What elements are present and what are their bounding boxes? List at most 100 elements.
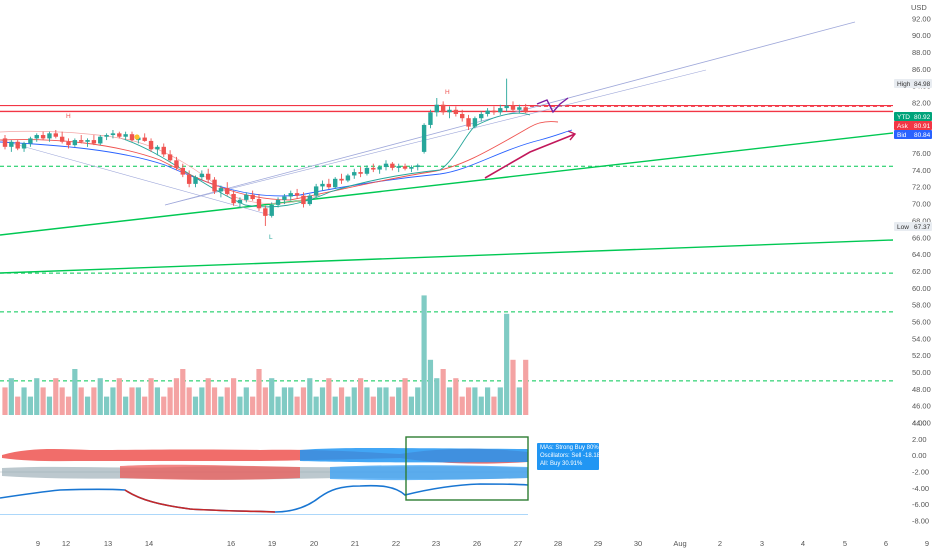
volume-bar (116, 378, 122, 415)
green-trendline-upper (0, 132, 894, 236)
volume-bar (497, 387, 503, 415)
price-tick: 44.00 (912, 419, 931, 428)
volume-bar (275, 396, 281, 415)
candle-body (180, 167, 185, 175)
ask-tag: Ask 80.91 (894, 121, 932, 130)
volume-bar (472, 387, 478, 415)
volume-bar (377, 387, 383, 415)
time-tick: 9 (925, 539, 929, 548)
technical-rating-box: MAs: Strong Buy 80% Oscillators: Sell -1… (537, 443, 606, 470)
price-tick: 82.00 (912, 99, 931, 108)
time-tick: 3 (760, 539, 764, 548)
volume-bar (205, 378, 211, 415)
blue-channel-mid (164, 69, 707, 206)
volume-bar (313, 396, 319, 415)
volume-bar (364, 387, 370, 415)
volume-bar (421, 295, 427, 415)
candle-body (352, 172, 357, 176)
volume-bar (8, 378, 14, 415)
candle-body (421, 124, 427, 152)
pivot-high-marker-1: H (66, 113, 71, 120)
volume-bar (84, 396, 91, 415)
candle-body (9, 141, 14, 147)
horizontal-levels (0, 104, 893, 382)
volume-bar (135, 387, 141, 415)
volume-bar (332, 396, 338, 415)
high-tag: High 84.98 (894, 79, 932, 88)
time-tick: 16 (227, 539, 235, 548)
candle-body (510, 105, 516, 110)
volume-bar (129, 387, 135, 415)
osc-tick: -8.00 (912, 517, 929, 526)
candle-body (174, 160, 179, 168)
candle-body (167, 154, 173, 161)
volume-bar (211, 387, 218, 415)
candle-body (294, 193, 300, 196)
candle-body (415, 165, 420, 168)
price-tick: 86.00 (912, 65, 931, 74)
volume-bar (351, 387, 357, 415)
volume-bar (46, 396, 53, 415)
time-tick: 6 (884, 539, 888, 548)
candle-body (79, 140, 84, 142)
candle-body (466, 118, 471, 127)
candle-body (479, 113, 484, 119)
low-tag: Low 67.37 (894, 222, 932, 231)
candle-body (383, 163, 389, 168)
price-tick: 76.00 (912, 149, 931, 158)
currency-label: USD (911, 3, 927, 12)
candle-body (269, 204, 274, 216)
time-tick: 20 (310, 539, 318, 548)
bid-label: Bid (897, 132, 907, 139)
candle-body (333, 178, 338, 188)
volume-bar (65, 396, 72, 415)
forecast-red-arrow (484, 133, 576, 179)
volume-bar (281, 387, 287, 415)
osc-tick: -4.00 (912, 484, 929, 493)
volume-bar (110, 387, 116, 415)
candle-body (91, 140, 97, 144)
time-tick: 4 (801, 539, 805, 548)
candle-body (275, 199, 281, 205)
low-value: 67.37 (914, 224, 931, 231)
volume-bar (262, 387, 268, 415)
osc-tick: -6.00 (912, 500, 929, 509)
candle-body (358, 172, 363, 174)
volume-bar (459, 396, 465, 415)
volume-bar (453, 378, 459, 415)
volume-bar (34, 378, 40, 415)
volume-bar (288, 387, 294, 415)
candle-body (28, 138, 33, 144)
candle-body (21, 143, 27, 149)
candle-body (85, 140, 90, 142)
volume-bar (27, 396, 33, 415)
signal-oscillators: Oscillators: Sell -18.18% (540, 453, 606, 459)
candlesticks (2, 78, 528, 226)
time-tick: 23 (432, 539, 440, 548)
candle-body (40, 135, 46, 139)
candle-body (142, 137, 147, 141)
price-tick: 54.00 (912, 334, 931, 343)
volume-bar (485, 387, 491, 415)
time-tick: Aug (673, 539, 686, 548)
candle-body (110, 133, 116, 136)
osc-tick: 0.00 (912, 451, 927, 460)
time-axis[interactable]: 9 12 13 14 16 19 20 21 22 23 26 27 28 29 30 Aug 2 3 4 5 6 9 (36, 539, 929, 548)
candle-body (440, 104, 446, 113)
volume-bar (243, 387, 249, 415)
volume-bar (434, 378, 440, 415)
volume-bar (97, 378, 103, 415)
candle-body (199, 173, 205, 178)
ribbon-osc-red (120, 464, 300, 480)
osc-tick: -2.00 (912, 468, 929, 477)
candle-body (186, 174, 192, 184)
candle-body (301, 195, 306, 205)
price-tick: 48.00 (912, 385, 931, 394)
candle-body (326, 183, 332, 188)
candle-body (517, 107, 522, 110)
candle-body (371, 167, 376, 170)
candle-body (231, 193, 236, 204)
candle-body (447, 109, 452, 113)
